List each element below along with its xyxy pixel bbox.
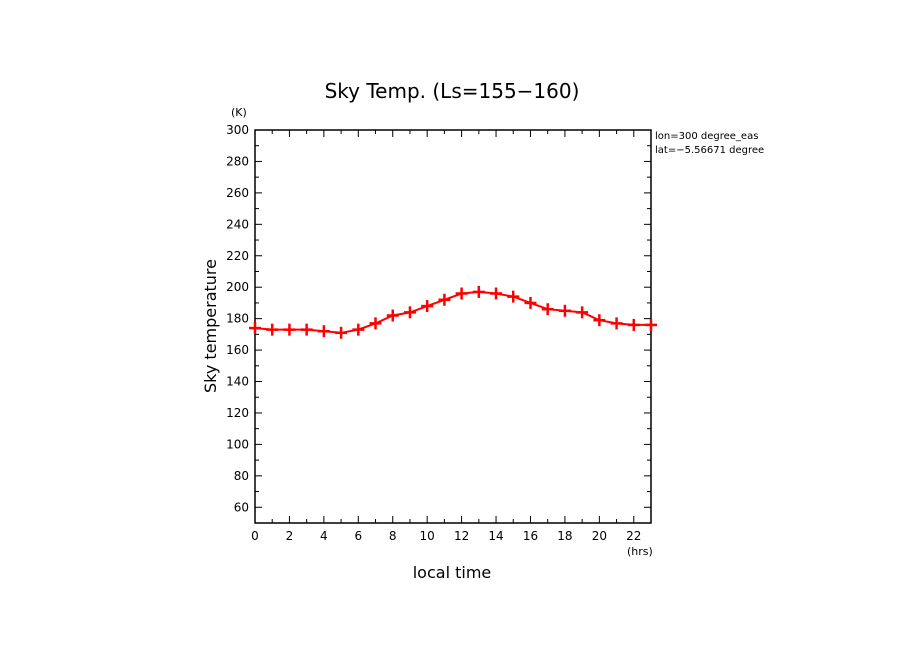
y-tick-label: 80 xyxy=(234,469,249,483)
data-point-marker xyxy=(335,326,348,339)
y-tick-label: 260 xyxy=(226,186,249,200)
x-tick-label: 12 xyxy=(454,529,469,543)
data-point-marker xyxy=(627,318,640,331)
data-point-marker xyxy=(249,322,261,335)
x-tick-label: 22 xyxy=(626,529,641,543)
data-point-marker xyxy=(645,318,657,331)
y-tick-label: 120 xyxy=(226,406,249,420)
data-point-marker xyxy=(576,306,589,319)
data-point-marker xyxy=(472,285,485,298)
x-unit-label: (hrs) xyxy=(627,545,653,558)
data-point-marker xyxy=(317,325,330,338)
x-tick-label: 6 xyxy=(354,529,362,543)
data-point-marker xyxy=(455,287,468,300)
data-point-marker xyxy=(541,303,554,316)
series-layer xyxy=(249,285,657,339)
chart-title: Sky Temp. (Ls=155−160) xyxy=(325,79,580,103)
x-tick-label: 14 xyxy=(488,529,503,543)
data-point-marker xyxy=(403,306,416,319)
y-axis-title: Sky temperature xyxy=(201,259,220,393)
data-point-marker xyxy=(593,314,606,327)
y-tick-label: 280 xyxy=(226,154,249,168)
data-point-marker xyxy=(369,317,382,330)
x-axis-title: local time xyxy=(413,563,492,582)
x-tick-label: 2 xyxy=(286,529,294,543)
x-tick-label: 4 xyxy=(320,529,328,543)
axes: 60 80 100 120 140 160 180 200 220 240 260 280 300 0 2 4… xyxy=(226,123,652,543)
data-point-marker xyxy=(421,300,434,313)
series-line xyxy=(254,290,651,334)
data-point-marker xyxy=(507,290,520,303)
data-point-marker xyxy=(524,296,537,309)
data-point-marker xyxy=(558,304,571,317)
y-tick-label: 200 xyxy=(226,280,249,294)
data-point-marker xyxy=(266,323,279,336)
x-tick-label: 20 xyxy=(592,529,607,543)
x-tick-label: 0 xyxy=(251,529,259,543)
data-point-marker xyxy=(438,293,451,306)
y-tick-label: 300 xyxy=(226,123,249,137)
x-tick-label: 8 xyxy=(389,529,397,543)
annotation-lon: lon=300 degree_eas xyxy=(655,131,758,142)
data-point-marker xyxy=(283,323,296,336)
x-tick-label: 10 xyxy=(420,529,435,543)
y-tick-label: 180 xyxy=(226,312,249,326)
data-point-marker xyxy=(300,323,313,336)
y-tick-label: 160 xyxy=(226,343,249,357)
x-tick-label: 18 xyxy=(557,529,572,543)
data-point-marker xyxy=(610,317,623,330)
data-point-marker xyxy=(352,323,365,336)
y-unit-label: (K) xyxy=(231,106,247,119)
y-tick-label: 220 xyxy=(226,249,249,263)
data-point-marker xyxy=(490,287,503,300)
data-point-marker xyxy=(386,309,399,322)
y-tick-label: 100 xyxy=(226,437,249,451)
annotation-lat: lat=−5.56671 degree xyxy=(655,145,764,156)
y-tick-label: 240 xyxy=(226,217,249,231)
y-tick-label: 60 xyxy=(234,500,249,514)
x-tick-label: 16 xyxy=(523,529,538,543)
plot-frame xyxy=(254,129,652,524)
y-tick-label: 140 xyxy=(226,375,249,389)
